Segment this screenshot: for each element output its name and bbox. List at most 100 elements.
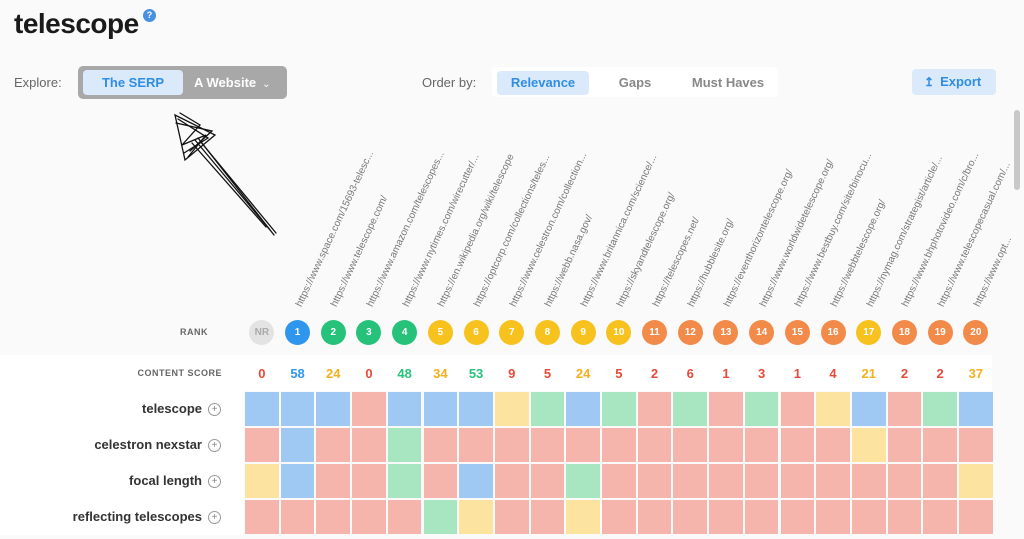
- heatmap-cell[interactable]: [387, 500, 422, 534]
- heatmap-cell[interactable]: [316, 500, 351, 534]
- heatmap-cell[interactable]: [637, 392, 672, 426]
- heatmap-cell[interactable]: [780, 392, 815, 426]
- heatmap-cell[interactable]: [816, 392, 850, 426]
- heatmap-cell[interactable]: [780, 464, 815, 498]
- heatmap-cell[interactable]: [280, 500, 315, 534]
- heatmap-cell[interactable]: [602, 500, 636, 534]
- heatmap-cell[interactable]: [673, 428, 708, 462]
- add-keyword-icon[interactable]: +: [208, 475, 221, 488]
- heatmap-cell[interactable]: [816, 500, 850, 534]
- heatmap-cell[interactable]: [709, 392, 743, 426]
- heatmap-cell[interactable]: [923, 392, 957, 426]
- heatmap-cell[interactable]: [280, 392, 315, 426]
- heatmap-cell[interactable]: [494, 392, 529, 426]
- order-gaps-button[interactable]: Gaps: [618, 75, 652, 90]
- add-keyword-icon[interactable]: +: [208, 403, 221, 416]
- heatmap-cell[interactable]: [780, 500, 815, 534]
- heatmap-cell[interactable]: [851, 392, 886, 426]
- heatmap-cell[interactable]: [494, 464, 529, 498]
- heatmap-cell[interactable]: [566, 464, 600, 498]
- heatmap-cell[interactable]: [566, 500, 600, 534]
- heatmap-cell[interactable]: [780, 428, 815, 462]
- tab-a-website[interactable]: A Website ⌄: [188, 70, 282, 95]
- add-keyword-icon[interactable]: +: [208, 511, 221, 524]
- content-score-label: CONTENT SCORE: [137, 368, 222, 378]
- heatmap-cell[interactable]: [602, 392, 636, 426]
- heatmap-cell[interactable]: [709, 428, 743, 462]
- heatmap-cell[interactable]: [709, 464, 743, 498]
- heatmap-cell[interactable]: [851, 500, 886, 534]
- help-icon[interactable]: ?: [143, 9, 156, 22]
- heatmap-cell[interactable]: [959, 392, 993, 426]
- heatmap-cell[interactable]: [923, 428, 957, 462]
- heatmap-cell[interactable]: [352, 392, 386, 426]
- heatmap-cell[interactable]: [423, 392, 458, 426]
- heatmap-cell[interactable]: [637, 464, 672, 498]
- heatmap-cell[interactable]: [923, 464, 957, 498]
- heatmap-cell[interactable]: [744, 428, 779, 462]
- heatmap-cell[interactable]: [530, 428, 565, 462]
- heatmap-cell[interactable]: [245, 500, 279, 534]
- heatmap-cell[interactable]: [673, 464, 708, 498]
- heatmap-cell[interactable]: [602, 428, 636, 462]
- heatmap-cell[interactable]: [530, 464, 565, 498]
- tab-the-serp[interactable]: The SERP: [83, 70, 183, 95]
- heatmap-cell[interactable]: [959, 428, 993, 462]
- add-keyword-icon[interactable]: +: [208, 439, 221, 452]
- heatmap-cell[interactable]: [673, 392, 708, 426]
- heatmap-cell[interactable]: [423, 428, 458, 462]
- heatmap-cell[interactable]: [887, 464, 922, 498]
- scrollbar[interactable]: [1014, 110, 1020, 190]
- heatmap-cell[interactable]: [923, 500, 957, 534]
- heatmap-cell[interactable]: [459, 500, 493, 534]
- heatmap-cell[interactable]: [959, 500, 993, 534]
- heatmap-cell[interactable]: [352, 500, 386, 534]
- heatmap-cell[interactable]: [245, 392, 279, 426]
- heatmap-cell[interactable]: [423, 500, 458, 534]
- heatmap-cell[interactable]: [744, 392, 779, 426]
- heatmap-cell[interactable]: [851, 464, 886, 498]
- keyword-label: celestron nexstar: [94, 437, 202, 452]
- heatmap-cell[interactable]: [316, 392, 351, 426]
- heatmap-cell[interactable]: [494, 428, 529, 462]
- heatmap-cell[interactable]: [637, 428, 672, 462]
- heatmap-cell[interactable]: [566, 428, 600, 462]
- heatmap-cell[interactable]: [459, 392, 493, 426]
- heatmap-cell[interactable]: [673, 500, 708, 534]
- heatmap-cell[interactable]: [316, 464, 351, 498]
- heatmap-cell[interactable]: [887, 500, 922, 534]
- heatmap-cell[interactable]: [816, 464, 850, 498]
- heatmap-cell[interactable]: [851, 428, 886, 462]
- heatmap-cell[interactable]: [387, 464, 422, 498]
- heatmap-cell[interactable]: [245, 464, 279, 498]
- content-score-value: 53: [468, 366, 484, 381]
- heatmap-cell[interactable]: [637, 500, 672, 534]
- heatmap-cell[interactable]: [352, 464, 386, 498]
- heatmap-cell[interactable]: [744, 500, 779, 534]
- export-button[interactable]: ↥ Export: [912, 69, 996, 95]
- heatmap-cell[interactable]: [816, 428, 850, 462]
- heatmap-cell[interactable]: [959, 464, 993, 498]
- heatmap-cell[interactable]: [316, 428, 351, 462]
- heatmap-cell[interactable]: [494, 500, 529, 534]
- heatmap-cell[interactable]: [245, 428, 279, 462]
- heatmap-cell[interactable]: [387, 428, 422, 462]
- order-must-haves-button[interactable]: Must Haves: [691, 75, 765, 90]
- heatmap-cell[interactable]: [530, 392, 565, 426]
- heatmap-cell[interactable]: [387, 392, 422, 426]
- heatmap-cell[interactable]: [709, 500, 743, 534]
- heatmap-cell[interactable]: [887, 392, 922, 426]
- heatmap-cell[interactable]: [459, 428, 493, 462]
- heatmap-cell[interactable]: [887, 428, 922, 462]
- heatmap-cell[interactable]: [459, 464, 493, 498]
- order-relevance-button[interactable]: Relevance: [497, 71, 589, 95]
- heatmap-cell[interactable]: [423, 464, 458, 498]
- heatmap-cell[interactable]: [530, 500, 565, 534]
- heatmap-cell[interactable]: [602, 464, 636, 498]
- rank-badge: 6: [463, 320, 489, 345]
- heatmap-cell[interactable]: [280, 428, 315, 462]
- heatmap-cell[interactable]: [566, 392, 600, 426]
- heatmap-cell[interactable]: [744, 464, 779, 498]
- heatmap-cell[interactable]: [280, 464, 315, 498]
- heatmap-cell[interactable]: [352, 428, 386, 462]
